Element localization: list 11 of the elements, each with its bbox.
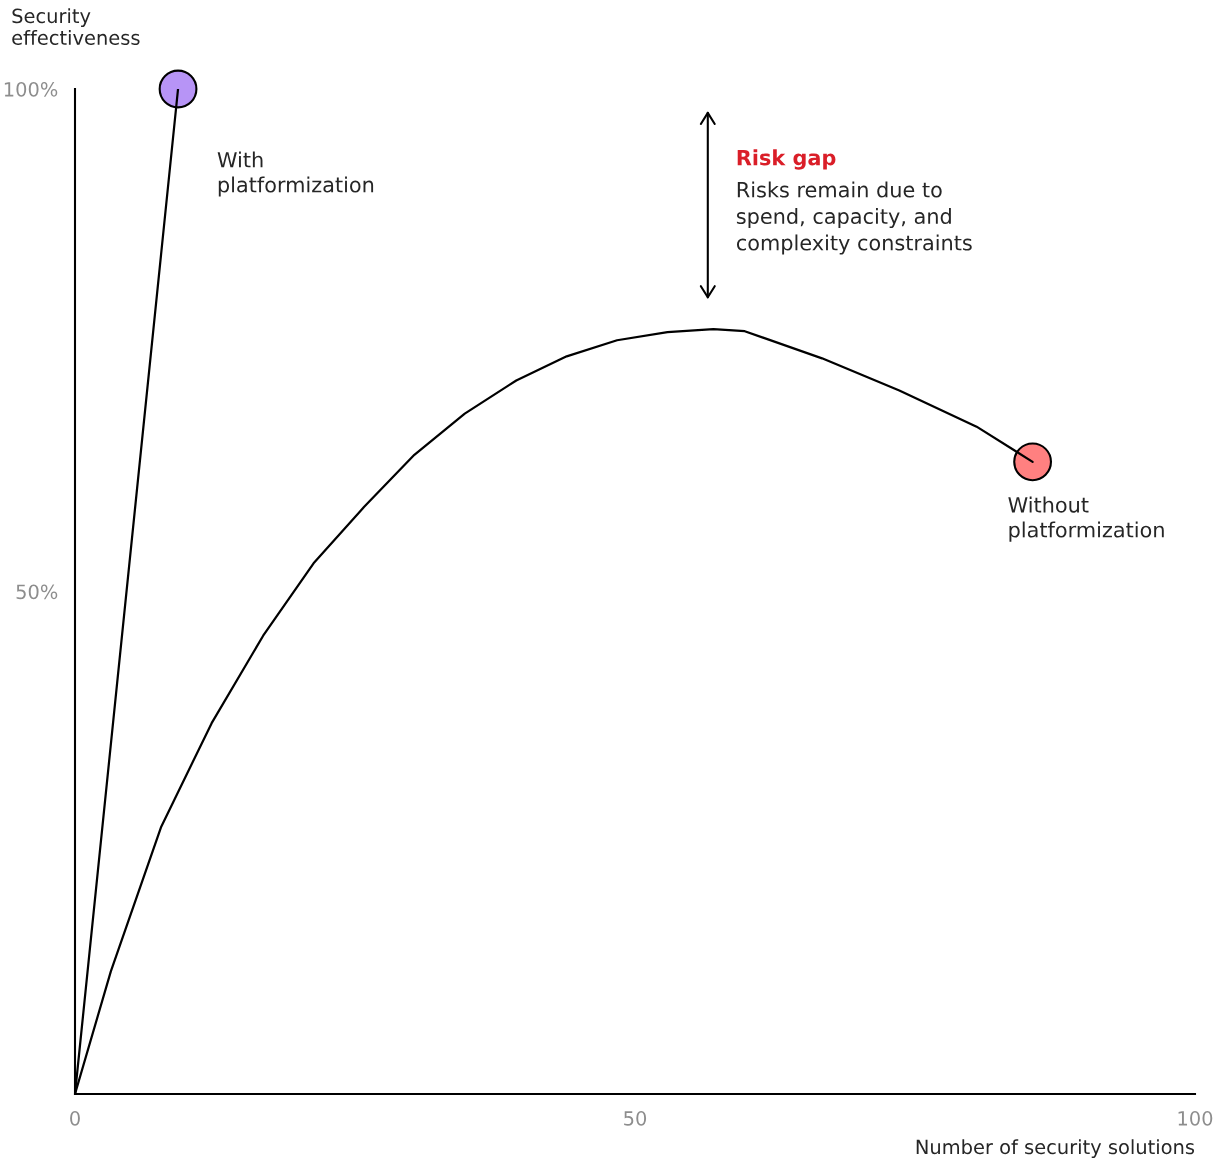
annotation: Risk gap	[737, 149, 836, 170]
text: Without platformization	[1008, 496, 1164, 542]
annotation: Risks remain due to spend, capacity, and complexity constraints	[736, 181, 972, 255]
x-tick-label: 0	[70, 1111, 80, 1126]
x-tick-label: 50	[624, 1111, 647, 1126]
x-tick-label: 100	[1178, 1111, 1213, 1126]
y-tick-label: 50%	[16, 584, 58, 600]
text: With platformization	[217, 151, 374, 197]
x-axis-title: Number of security solutions	[916, 1139, 1195, 1159]
y-tick-label: 100%	[4, 81, 58, 97]
y-axis-title: Security effectiveness	[12, 8, 140, 46]
